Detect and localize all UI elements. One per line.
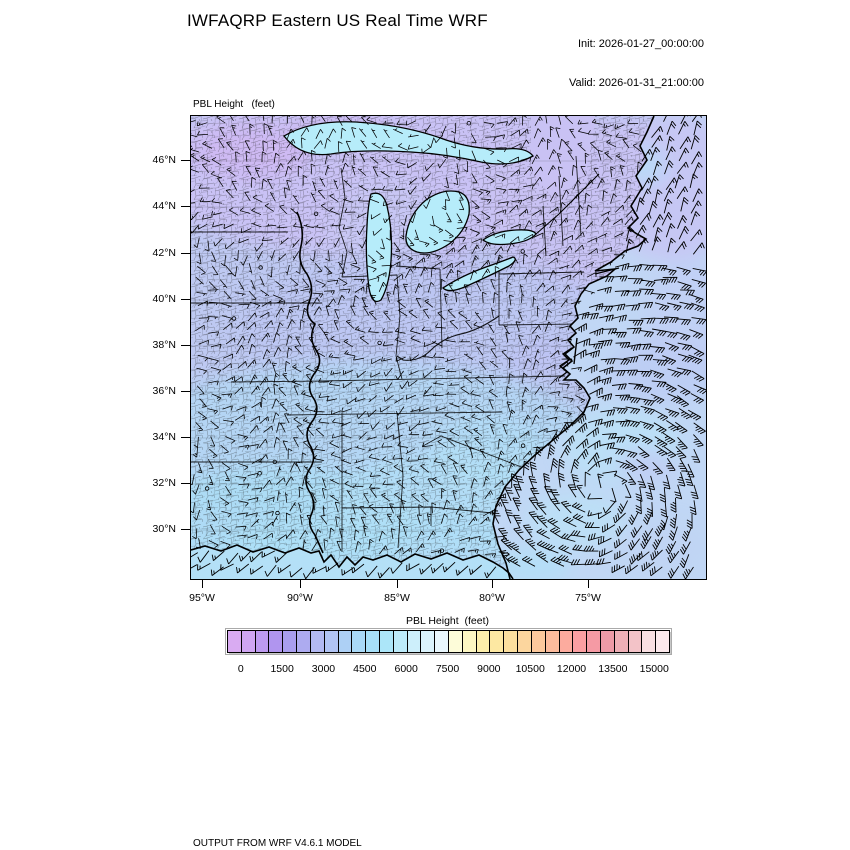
colorbar-cell bbox=[504, 631, 519, 652]
colorbar-cell bbox=[269, 631, 284, 652]
lat-tick-label: 30°N bbox=[152, 523, 176, 535]
lat-tick-label: 40°N bbox=[152, 293, 176, 305]
lon-tick-label: 80°W bbox=[479, 592, 505, 604]
colorbar-cell bbox=[310, 631, 325, 652]
colorbar-cell bbox=[421, 631, 436, 652]
colorbar-cell bbox=[587, 631, 601, 652]
model-info: OUTPUT FROM WRF V4.6.1 MODEL WE = 310 ; … bbox=[193, 810, 586, 850]
lat-tick-mark bbox=[181, 529, 190, 530]
colorbar-cell bbox=[255, 631, 270, 652]
wind-barbs-ocean bbox=[191, 116, 706, 579]
lon-tick-mark bbox=[588, 579, 589, 588]
colorbar-cell bbox=[379, 631, 394, 652]
colorbar-cell bbox=[545, 631, 560, 652]
lat-tick-label: 36°N bbox=[152, 385, 176, 397]
init-time: Init: 2026-01-27_00:00:00 bbox=[578, 38, 704, 50]
colorbar-cell bbox=[531, 631, 546, 652]
colorbar-cell bbox=[462, 631, 477, 652]
colorbar-tick-label: 9000 bbox=[477, 663, 501, 675]
colorbar-tick-label: 0 bbox=[237, 663, 244, 675]
map-panel bbox=[190, 115, 707, 580]
colorbar-tick-label: 13500 bbox=[598, 663, 628, 675]
colorbar-cell bbox=[600, 631, 615, 652]
colorbar bbox=[225, 628, 672, 655]
colorbar-cell bbox=[476, 631, 491, 652]
lat-tick-label: 38°N bbox=[152, 339, 176, 351]
colorbar-tick-label: 3000 bbox=[311, 663, 336, 675]
colorbar-cell bbox=[228, 631, 242, 652]
lon-tick-mark bbox=[202, 579, 203, 588]
colorbar-cell bbox=[324, 631, 339, 652]
wind-barbs-land bbox=[191, 116, 643, 558]
colorbar-cell bbox=[449, 631, 463, 652]
colorbar-cell bbox=[656, 631, 669, 652]
lon-tick-mark bbox=[397, 579, 398, 588]
lat-tick-label: 32°N bbox=[152, 477, 176, 489]
lat-tick-mark bbox=[181, 437, 190, 438]
lat-tick-mark bbox=[181, 299, 190, 300]
field-label: PBL Height (feet) bbox=[193, 99, 275, 110]
lon-tick-label: 90°W bbox=[287, 592, 313, 604]
colorbar-cell bbox=[297, 631, 311, 652]
colorbar-title: PBL Height (feet) bbox=[405, 615, 490, 627]
colorbar-tick-label: 1500 bbox=[270, 663, 294, 675]
lat-tick-label: 46°N bbox=[152, 154, 176, 166]
lat-tick-mark bbox=[181, 206, 190, 207]
wrf-map bbox=[191, 116, 706, 579]
lon-tick-label: 95°W bbox=[189, 592, 215, 604]
colorbar-cell bbox=[283, 631, 298, 652]
colorbar-tick-label: 15000 bbox=[639, 663, 669, 675]
colorbar-cell bbox=[642, 631, 657, 652]
colorbar-cell bbox=[490, 631, 505, 652]
colorbar-cell bbox=[628, 631, 643, 652]
colorbar-cell bbox=[241, 631, 256, 652]
colorbar-cell bbox=[338, 631, 353, 652]
valid-time: Valid: 2026-01-31_21:00:00 bbox=[569, 77, 704, 89]
lat-tick-label: 42°N bbox=[152, 246, 176, 259]
colorbar-tick-label: 6000 bbox=[394, 663, 418, 675]
colorbar-cell bbox=[407, 631, 422, 652]
lat-tick-mark bbox=[181, 160, 190, 161]
lat-tick-label: 34°N bbox=[152, 431, 176, 443]
lon-tick-mark bbox=[492, 579, 493, 588]
colorbar-cell bbox=[393, 631, 408, 652]
lat-tick-mark bbox=[181, 252, 190, 254]
lat-tick-label: 44°N bbox=[152, 200, 176, 212]
calm-wind-circles bbox=[204, 121, 526, 553]
colorbar-cell bbox=[366, 631, 380, 652]
run-times: Init: 2026-01-27_00:00:00 Valid: 2026-01… bbox=[569, 12, 704, 116]
colorbar-cell bbox=[559, 631, 574, 652]
colorbar-tick-label: 12000 bbox=[556, 663, 587, 675]
colorbar-cell bbox=[573, 631, 588, 652]
colorbar-cell bbox=[352, 631, 367, 652]
lon-tick-label: 75°W bbox=[575, 592, 601, 604]
colorbar-cell bbox=[435, 631, 449, 652]
colorbar-tick-label: 10500 bbox=[515, 663, 545, 675]
lat-tick-mark bbox=[181, 345, 190, 346]
lon-tick-label: 85°W bbox=[384, 592, 410, 604]
colorbar-cell bbox=[518, 631, 532, 652]
colorbar-tick-label: 7500 bbox=[435, 663, 460, 675]
page-title: IWFAQRP Eastern US Real Time WRF bbox=[187, 11, 488, 30]
colorbar-cell bbox=[614, 631, 629, 652]
colorbar-tick-label: 4500 bbox=[353, 663, 377, 675]
lat-tick-mark bbox=[181, 391, 190, 392]
lat-tick-mark bbox=[181, 483, 190, 484]
model-info-line1: OUTPUT FROM WRF V4.6.1 MODEL bbox=[193, 838, 362, 849]
lon-tick-mark bbox=[300, 579, 301, 588]
